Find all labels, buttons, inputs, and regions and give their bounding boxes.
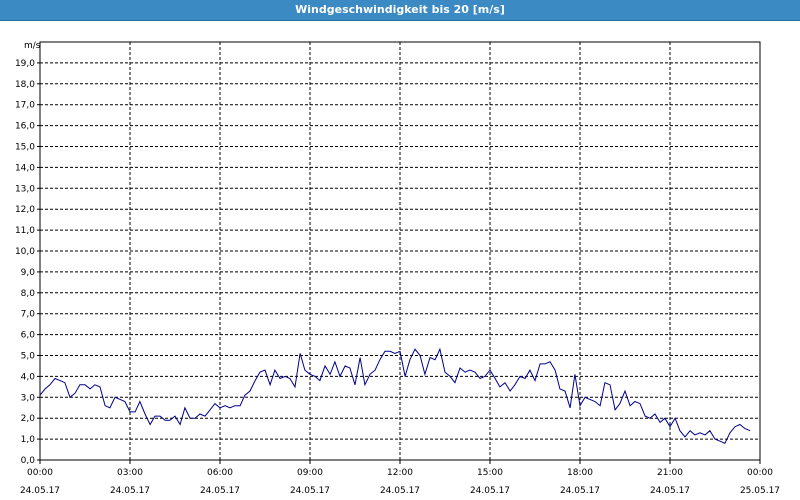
y-tick-label: 0,0	[21, 456, 36, 466]
x-tick-label-time: 09:00	[297, 468, 323, 478]
x-tick-label-time: 15:00	[477, 468, 503, 478]
y-tick-label: 6,0	[21, 331, 36, 341]
grid	[40, 42, 760, 460]
x-tick-label-date: 24.05.17	[380, 486, 420, 496]
x-tick-label-time: 06:00	[207, 468, 233, 478]
wind-speed-chart: 0,0 1,0 2,0 3,0 4,0 5,0 6,0 7,0 8,0 9,0 10,0 11,0 12…	[15, 41, 780, 496]
y-tick-label: 3,0	[21, 393, 36, 403]
x-tick-label-date: 24.05.17	[290, 486, 330, 496]
x-tick-label-date: 24.05.17	[200, 486, 240, 496]
y-tick-label: 11,0	[15, 226, 35, 236]
wind-speed-series-line	[39, 347, 751, 444]
x-tick-label-date: 24.05.17	[560, 486, 600, 496]
y-tick-label: 1,0	[21, 435, 36, 445]
y-tick-label: 15,0	[15, 143, 35, 153]
x-tick-label-time: 03:00	[117, 468, 143, 478]
x-tick-label-time: 00:00	[747, 468, 773, 478]
x-tick-label-date: 24.05.17	[20, 486, 60, 496]
y-tick-label: 17,0	[15, 101, 35, 111]
x-tick-label-date: 24.05.17	[110, 486, 150, 496]
y-axis: 0,0 1,0 2,0 3,0 4,0 5,0 6,0 7,0 8,0 9,0 10,0 11,0 12…	[15, 59, 40, 466]
x-axis: 00:00 24.05.17 03:00 24.05.17 06:00 24.05.17 0…	[20, 460, 780, 496]
y-tick-label: 10,0	[15, 247, 35, 257]
y-tick-label: 12,0	[15, 205, 35, 215]
window-title: Windgeschwindigkeit bis 20 [m/s]	[0, 0, 800, 21]
y-tick-label: 18,0	[15, 80, 35, 90]
y-tick-label: 19,0	[15, 59, 35, 69]
y-tick-label: 8,0	[21, 289, 36, 299]
y-tick-label: 13,0	[15, 184, 35, 194]
y-tick-label: 16,0	[15, 122, 35, 132]
x-tick-label-time: 00:00	[27, 468, 53, 478]
x-tick-label-date: 25.05.17	[740, 486, 780, 496]
x-tick-label-time: 18:00	[567, 468, 593, 478]
y-tick-label: 2,0	[21, 414, 36, 424]
y-axis-unit: m/s	[24, 41, 41, 51]
x-tick-label-time: 12:00	[387, 468, 413, 478]
x-tick-label-date: 24.05.17	[470, 486, 510, 496]
x-tick-label-date: 24.05.17	[650, 486, 690, 496]
y-tick-label: 9,0	[21, 268, 36, 278]
y-tick-label: 14,0	[15, 163, 35, 173]
x-tick-label-time: 21:00	[657, 468, 683, 478]
y-tick-label: 5,0	[21, 352, 36, 362]
y-tick-label: 7,0	[21, 310, 36, 320]
y-tick-label: 4,0	[21, 372, 36, 382]
